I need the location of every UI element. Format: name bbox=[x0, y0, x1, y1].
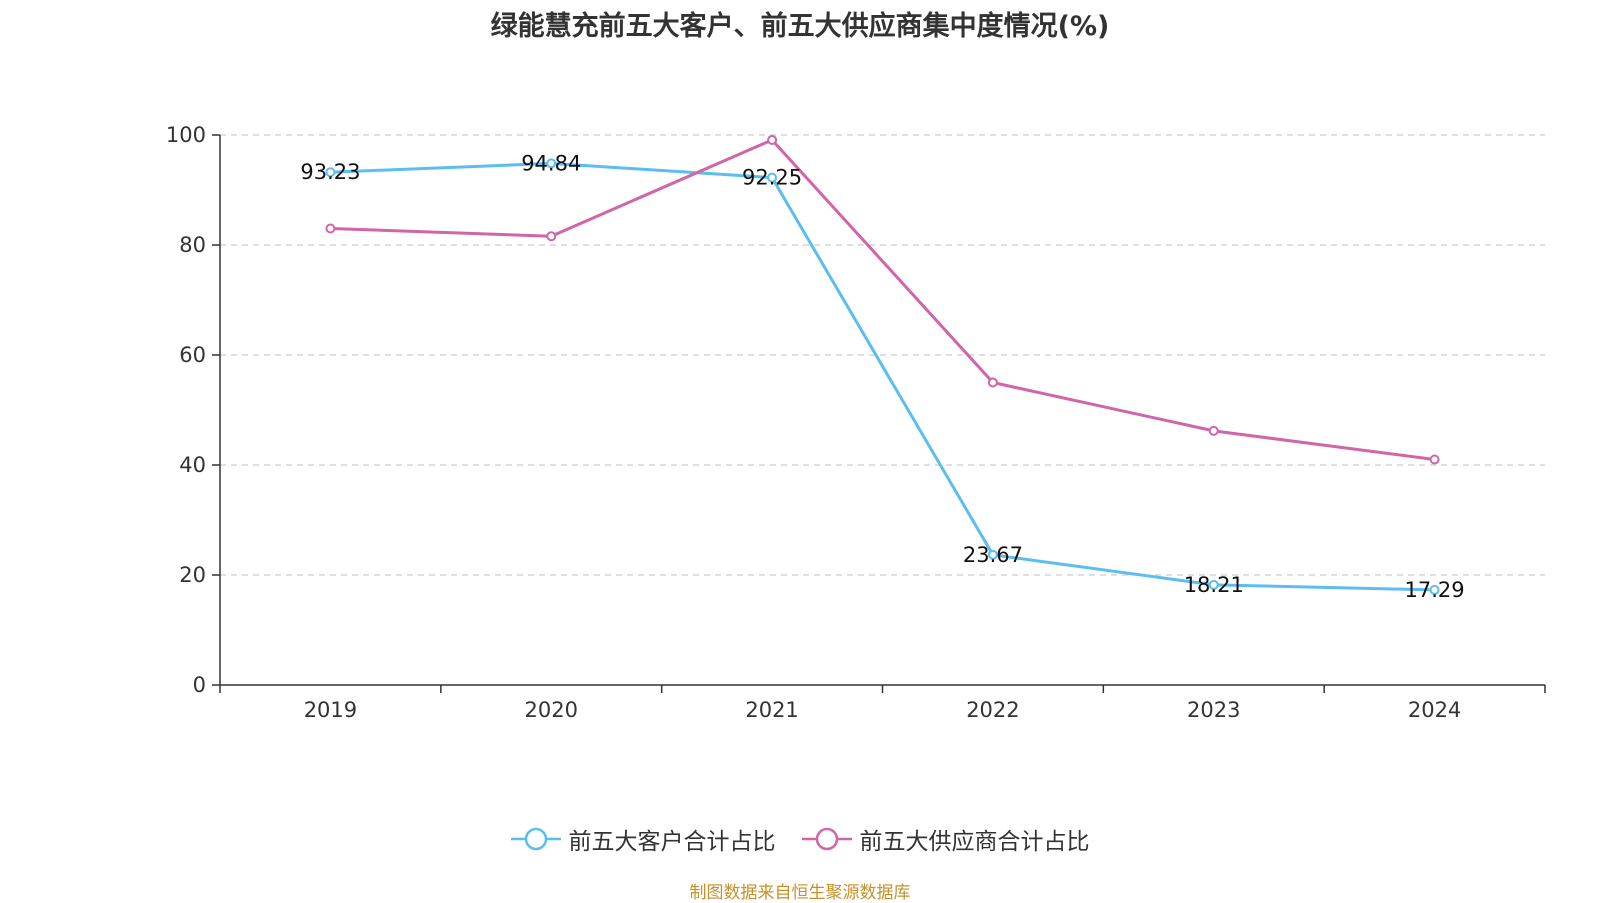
legend-item-suppliers[interactable]: 前五大供应商合计占比 bbox=[801, 822, 1090, 856]
data-label-s0-2021: 92.25 bbox=[742, 166, 802, 190]
legend-line-circle-icon bbox=[801, 827, 852, 851]
chart-title: 绿能慧充前五大客户、前五大供应商集中度情况(%) bbox=[490, 11, 1110, 42]
legend-label-suppliers: 前五大供应商合计占比 bbox=[859, 829, 1090, 855]
data-point-s0-2023 bbox=[1208, 579, 1219, 590]
data-label-s0-2022: 23.67 bbox=[963, 543, 1023, 567]
legend: 前五大客户合计占比 前五大供应商合计占比 bbox=[0, 822, 1600, 856]
data-labels: 93.23 94.84 92.25 23.67 18.21 17.29 bbox=[300, 151, 1464, 602]
y-tick-label-40: 40 bbox=[179, 453, 206, 477]
grid-lines bbox=[220, 134, 1545, 576]
source-note: 制图数据来自恒生聚源数据库 bbox=[689, 883, 911, 903]
data-point-s1-2019 bbox=[325, 223, 336, 234]
y-tick-label-20: 20 bbox=[179, 563, 206, 587]
data-label-s0-2024: 17.29 bbox=[1405, 578, 1465, 602]
x-tick-label-2020: 2020 bbox=[525, 698, 578, 722]
data-point-s1-2024 bbox=[1429, 454, 1440, 465]
axes: 0 20 40 60 80 100 2019 2020 2021 2022 2023 2024 bbox=[166, 123, 1546, 722]
legend-item-customers[interactable]: 前五大客户合计占比 bbox=[510, 822, 776, 856]
data-point-s0-2022 bbox=[987, 549, 998, 560]
x-tick-label-2019: 2019 bbox=[304, 698, 357, 722]
series-line-0 bbox=[330, 161, 1435, 592]
y-tick-label-80: 80 bbox=[179, 233, 206, 257]
data-point-s1-2023 bbox=[1208, 425, 1219, 436]
y-tick-label-60: 60 bbox=[179, 343, 206, 367]
x-tick-label-2021: 2021 bbox=[745, 698, 798, 722]
legend-label-customers: 前五大客户合计占比 bbox=[568, 829, 776, 855]
data-point-s1-2021 bbox=[767, 134, 778, 145]
data-label-s0-2020: 94.84 bbox=[521, 151, 581, 175]
data-label-s0-2019: 93.23 bbox=[300, 160, 360, 184]
data-point-s1-2020 bbox=[546, 231, 557, 242]
x-tick-label-2024: 2024 bbox=[1408, 698, 1461, 722]
legend-line-circle-icon bbox=[510, 827, 561, 851]
x-tick-label-2022: 2022 bbox=[966, 698, 1019, 722]
data-point-s0-2024 bbox=[1429, 584, 1440, 595]
data-point-s0-2019 bbox=[325, 167, 336, 178]
series-lines bbox=[325, 134, 1440, 595]
y-tick-label-0: 0 bbox=[193, 673, 206, 697]
data-label-s0-2023: 18.21 bbox=[1184, 573, 1244, 597]
data-point-s0-2020 bbox=[546, 158, 557, 169]
data-point-s0-2021 bbox=[767, 172, 778, 183]
x-tick-label-2023: 2023 bbox=[1187, 698, 1240, 722]
series-line-1 bbox=[330, 138, 1435, 461]
y-tick-label-100: 100 bbox=[166, 123, 206, 147]
data-point-s1-2022 bbox=[987, 377, 998, 388]
